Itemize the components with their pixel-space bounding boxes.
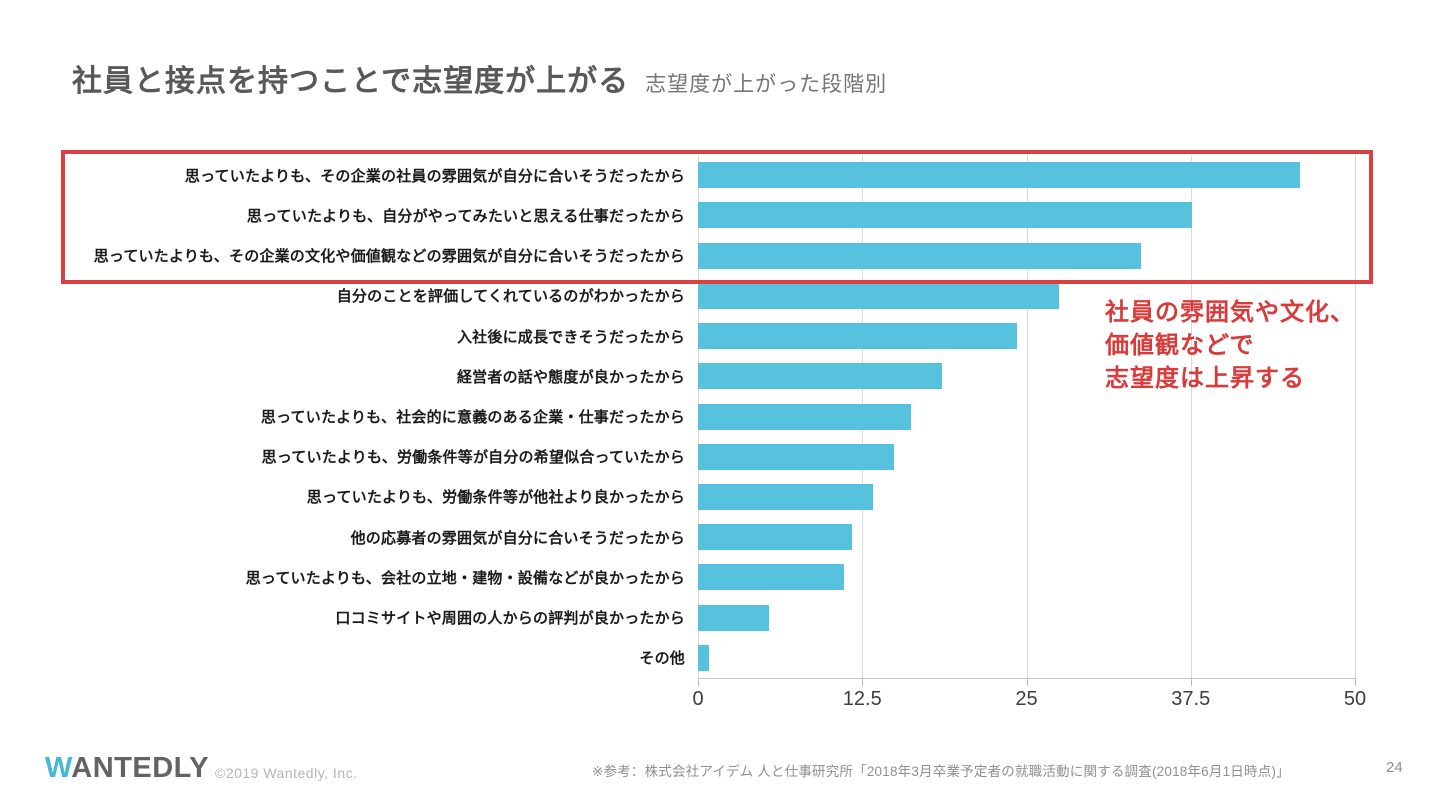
plot-cell (698, 316, 1355, 356)
category-label: 他の応募者の雰囲気が自分に合いそうだったから (350, 529, 685, 547)
plot-cell (698, 557, 1355, 597)
axis-tick (1355, 678, 1356, 686)
plot-cell (698, 437, 1355, 477)
category-label: 口コミサイトや周囲の人からの評判が良かったから (335, 610, 685, 628)
category-label: 思っていたよりも、労働条件等が自分の希望似合っていたから (261, 449, 685, 467)
chart-row: 思っていたよりも、労働条件等が自分の希望似合っていたから (63, 437, 1355, 477)
page-subtitle: 志望度が上がった段階別 (645, 73, 888, 96)
chart-row: その他 (63, 638, 1355, 678)
category-label: 入社後に成長できそうだったから (456, 328, 685, 346)
plot-cell (698, 155, 1355, 195)
x-tick-label: 50 (1343, 688, 1367, 710)
bar (698, 403, 911, 430)
x-axis-labels: 0 12.5 25 37.5 50 (692, 688, 1366, 716)
chart-row: 他の応募者の雰囲気が自分に合いそうだったから (63, 517, 1355, 557)
bar (698, 162, 1300, 189)
bar (698, 323, 1018, 350)
annotation-line: 社員の雰囲気や文化、 (1105, 299, 1355, 326)
chart-row: 入社後に成長できそうだったから (63, 316, 1355, 356)
chart-row: 口コミサイトや周囲の人からの評判が良かったから (63, 598, 1355, 638)
x-tick-label: 0 (692, 688, 704, 710)
gridline (1355, 155, 1356, 678)
category-label: 思っていたよりも、会社の立地・建物・設備などが良かったから (245, 569, 685, 587)
bar (698, 483, 873, 510)
category-label: 経営者の話や態度が良かったから (456, 368, 685, 386)
bar (698, 644, 709, 671)
plot-cell (698, 638, 1355, 678)
chart-row: 思っていたよりも、会社の立地・建物・設備などが良かったから (63, 557, 1355, 597)
page-number: 24 (1386, 759, 1403, 776)
axis-tick (1190, 678, 1192, 686)
plot-cell (698, 598, 1355, 638)
chart-row: 思っていたよりも、社会的に意義のある企業・仕事だったから (63, 396, 1355, 436)
bar (698, 202, 1193, 229)
chart-row: 思っていたよりも、労働条件等が他社より良かったから (63, 477, 1355, 517)
plot-cell (698, 276, 1355, 316)
axis-tick (698, 678, 699, 686)
annotation-text: 社員の雰囲気や文化、 価値観などで 志望度は上昇する (1105, 296, 1355, 395)
chart-row: 自分のことを評価してくれているのがわかったから (63, 276, 1355, 316)
category-label: 思っていたよりも、その企業の文化や価値観などの雰囲気が自分に合いそうだったから (93, 248, 685, 266)
chart-row: 思っていたよりも、その企業の文化や価値観などの雰囲気が自分に合いそうだったから (63, 235, 1355, 275)
annotation-line: 志望度は上昇する (1105, 365, 1305, 392)
x-tick-label: 37.5 (1171, 688, 1211, 710)
category-label: 思っていたよりも、その企業の社員の雰囲気が自分に合いそうだったから (184, 167, 685, 185)
bar (698, 524, 852, 551)
axis-tick (1026, 678, 1028, 686)
bar (698, 443, 894, 470)
wantedly-logo: WANTEDLY (45, 752, 209, 785)
bar-chart: 思っていたよりも、その企業の社員の雰囲気が自分に合いそうだったから思っていたより… (63, 155, 1356, 686)
chart-row: 思っていたよりも、自分がやってみたいと思える仕事だったから (63, 195, 1355, 235)
x-tick-label: 12.5 (842, 688, 882, 710)
category-label: 思っていたよりも、自分がやってみたいと思える仕事だったから (246, 207, 685, 225)
category-label: 思っていたよりも、社会的に意義のある企業・仕事だったから (260, 409, 685, 427)
plot-cell (698, 517, 1355, 557)
chart-row: 思っていたよりも、その企業の社員の雰囲気が自分に合いそうだったから (63, 155, 1355, 195)
plot-cell (698, 195, 1355, 235)
chart-row: 経営者の話や態度が良かったから (63, 356, 1355, 396)
bar (698, 282, 1060, 309)
plot-cell (698, 396, 1355, 436)
axis-tick (862, 678, 864, 686)
plot-cell (698, 477, 1355, 517)
category-label: その他 (639, 650, 685, 668)
plot-cell (698, 356, 1355, 396)
x-tick-label: 25 (1015, 688, 1038, 710)
bar (698, 604, 769, 631)
annotation-line: 価値観などで (1105, 332, 1255, 359)
header: 社員と接点を持つことで志望度が上がる 志望度が上がった段階別 (72, 56, 887, 100)
copyright-text: ©2019 Wantedly, Inc. (215, 765, 358, 781)
page-title: 社員と接点を持つことで志望度が上がる (72, 65, 630, 98)
plot-cell (698, 235, 1355, 275)
category-label: 自分のことを評価してくれているのがわかったから (336, 288, 685, 306)
bar (698, 363, 943, 390)
logo-rest: ANTEDLY (71, 752, 210, 784)
category-label: 思っていたよりも、労働条件等が他社より良かったから (306, 489, 685, 507)
logo-w: W (45, 752, 72, 784)
bar (698, 564, 844, 591)
reference-text: ※参考：株式会社アイデム 人と仕事研究所「2018年3月卒業予定者の就職活動に関… (592, 764, 1290, 779)
bar (698, 242, 1141, 269)
